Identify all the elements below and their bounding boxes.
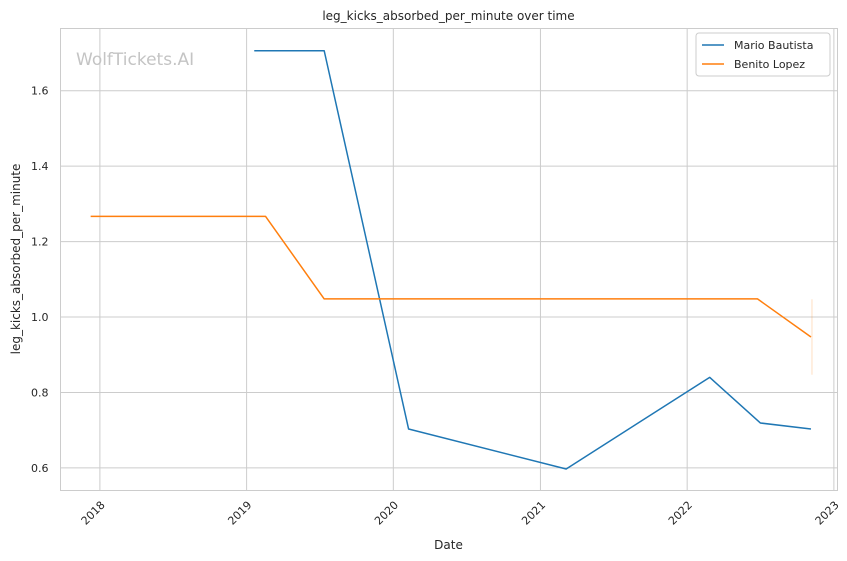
x-tick-labels: 2018 2019 2020 2021 2022 2023 [79,499,842,528]
legend-label: Benito Lopez [734,58,805,71]
x-tick-label: 2022 [666,499,695,528]
x-tick-label: 2021 [519,499,548,528]
x-tick-label: 2018 [79,499,108,528]
x-axis-title: Date [434,538,463,552]
y-tick-label: 1.2 [31,236,49,249]
legend-label: Mario Bautista [734,39,813,52]
y-axis-title: leg_kicks_absorbed_per_minute [9,164,23,355]
series [90,50,813,470]
grid [60,28,838,491]
x-tick-label: 2019 [225,499,254,528]
y-tick-label: 1.4 [31,160,49,173]
y-tick-label: 0.8 [31,386,49,399]
legend-box [695,32,831,77]
legend: Mario Bautista Benito Lopez [695,32,831,77]
y-tick-label: 1.6 [31,85,49,98]
watermark: WolfTickets.AI [76,50,194,70]
series-line-mario-bautista [254,50,812,470]
y-tick-labels: 0.6 0.8 1.0 1.2 1.4 1.6 [31,85,49,475]
plot-frame [60,28,838,491]
chart-title: leg_kicks_absorbed_per_minute over time [322,9,574,23]
y-tick-label: 1.0 [31,311,49,324]
y-tick-label: 0.6 [31,462,49,475]
x-tick-label: 2020 [372,499,401,528]
x-tick-label: 2023 [813,499,842,528]
series-line-benito-lopez [90,215,812,338]
